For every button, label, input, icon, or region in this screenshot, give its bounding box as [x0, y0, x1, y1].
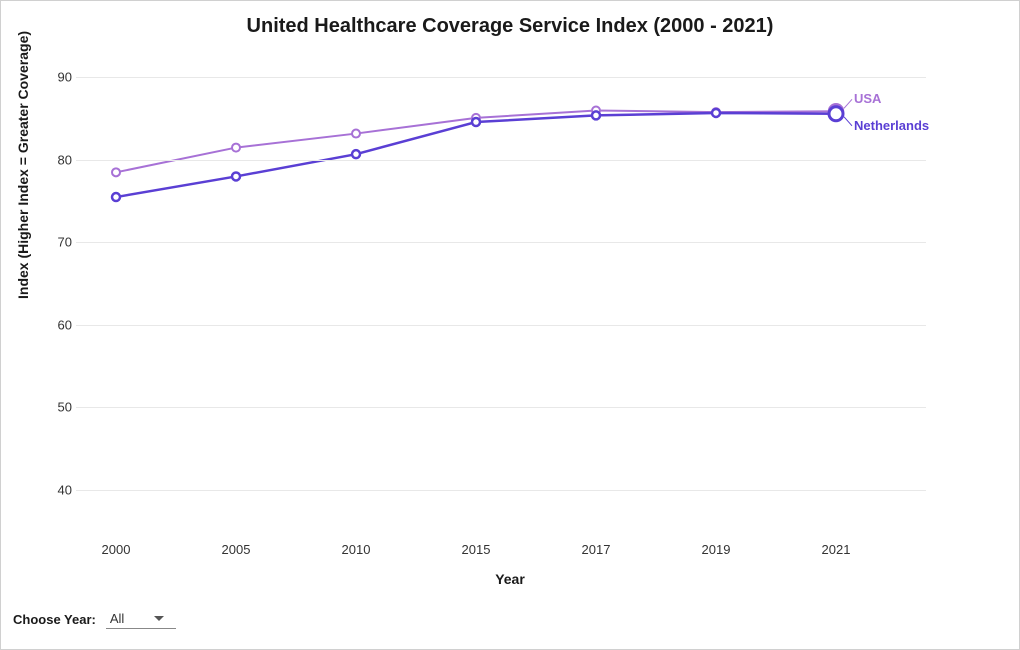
chart-lines-svg — [76, 61, 926, 531]
chart-title: United Healthcare Coverage Service Index… — [1, 1, 1019, 38]
series-marker — [232, 172, 240, 180]
x-tick-label: 2021 — [822, 542, 851, 557]
y-tick-label: 60 — [48, 317, 72, 332]
year-dropdown-value: All — [110, 611, 124, 626]
series-marker — [472, 118, 480, 126]
series-marker — [829, 107, 843, 121]
x-tick-label: 2000 — [102, 542, 131, 557]
x-tick-label: 2019 — [702, 542, 731, 557]
grid-line — [76, 77, 926, 78]
chevron-down-icon — [154, 616, 164, 621]
chart-container: United Healthcare Coverage Service Index… — [0, 0, 1020, 650]
x-axis-title: Year — [495, 571, 525, 587]
y-tick-label: 80 — [48, 152, 72, 167]
series-marker — [352, 150, 360, 158]
y-tick-label: 70 — [48, 235, 72, 250]
x-tick-label: 2015 — [462, 542, 491, 557]
series-label: USA — [854, 91, 881, 106]
grid-line — [76, 407, 926, 408]
series-label: Netherlands — [854, 118, 929, 133]
x-tick-label: 2017 — [582, 542, 611, 557]
grid-line — [76, 325, 926, 326]
year-control-row: Choose Year: All — [13, 609, 176, 629]
plot-area: 4050607080902000200520102015201720192021… — [76, 61, 926, 531]
year-dropdown[interactable]: All — [106, 609, 176, 629]
year-control-label: Choose Year: — [13, 612, 96, 627]
y-tick-label: 90 — [48, 70, 72, 85]
y-axis-title: Index (Higher Index = Greater Coverage) — [15, 31, 31, 299]
grid-line — [76, 490, 926, 491]
grid-line — [76, 242, 926, 243]
series-marker — [112, 193, 120, 201]
series-marker — [592, 111, 600, 119]
series-marker — [712, 109, 720, 117]
y-tick-label: 40 — [48, 482, 72, 497]
x-tick-label: 2010 — [342, 542, 371, 557]
series-marker — [112, 168, 120, 176]
x-tick-label: 2005 — [222, 542, 251, 557]
y-tick-label: 50 — [48, 400, 72, 415]
series-marker — [232, 144, 240, 152]
grid-line — [76, 160, 926, 161]
series-marker — [352, 130, 360, 138]
